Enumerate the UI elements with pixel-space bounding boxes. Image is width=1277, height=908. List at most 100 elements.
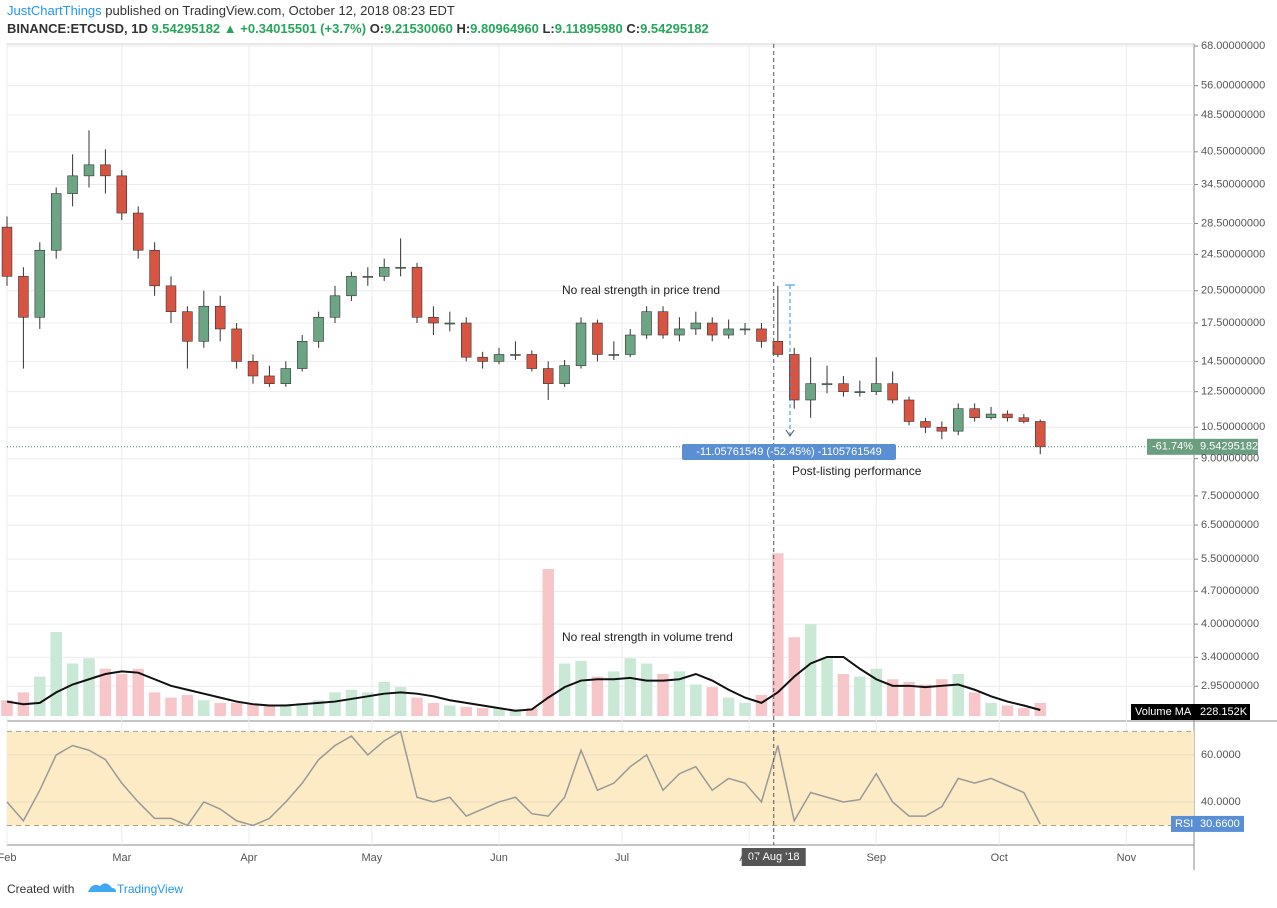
h: 9.80964960 [470,21,539,36]
candle-body [378,266,390,277]
volume-bar [837,674,850,716]
volume-bar [247,704,259,716]
x-tick-label: Sep [866,852,886,864]
volume-bar [476,708,489,716]
candle-body [871,383,882,392]
y-tick-label: 12.50000000 [1201,386,1265,398]
l-label: L: [542,21,554,36]
volume-bar [214,702,226,716]
candle-body [887,383,898,401]
last: 9.54295182 [151,21,220,36]
measure-arrow [785,429,795,437]
candle-body [1,226,13,277]
rsi-tick-label: 60.0000 [1201,749,1241,761]
volume-ma-box [1131,704,1250,720]
candle-body [657,311,669,336]
published: published on TradingView.com, October 12… [105,3,455,18]
candle-body [526,354,538,369]
volume-bar [394,687,407,716]
candle-body [231,328,242,362]
measure-label: -11.05761549 (-52.45%) -1105761549 [696,446,882,458]
volume-bar [722,697,735,716]
volume-bar [919,684,932,716]
y-tick-label: 14.50000000 [1201,355,1265,367]
y-tick-label: 20.50000000 [1201,285,1265,297]
x-tick-label: Apr [240,852,257,864]
measure-box [682,444,896,460]
candle-body [936,426,948,432]
last-price-box [1147,438,1258,455]
volume-bar [608,671,620,716]
candle-body [395,266,406,269]
candle-body [362,276,374,278]
candle-body [690,322,702,330]
volume-bar [903,681,915,716]
volume-bar [378,681,390,716]
y-tick-label: 68.00000000 [1201,40,1265,52]
volume-ma-name: Volume MA [1135,706,1192,718]
candle-body [641,311,652,336]
volume-bar [34,676,46,716]
volume-bar [739,702,751,716]
c-label: C: [626,21,640,36]
c: 9.54295182 [640,21,709,36]
volume-bar [985,702,997,716]
candle-body [346,276,357,297]
y-tick-label: 24.50000000 [1201,248,1265,260]
last-change: -61.74% [1152,441,1193,453]
volume-bar [132,668,144,716]
candle-body [953,408,964,432]
volume-bar [1001,705,1014,716]
y-tick-label: 10.50000000 [1201,421,1265,433]
rsi-band [7,731,1194,826]
footer-created: Created with [7,882,74,896]
candle-body [805,383,816,401]
candle-body [165,285,177,312]
brand-logo [88,883,116,892]
candle-body [34,249,46,318]
candle-body [707,322,718,336]
candle-body [444,322,456,325]
footer-brand[interactable]: TradingView [117,882,183,896]
volume-bar [558,663,571,716]
y-tick-label: 2.95000000 [1201,680,1259,692]
candle-body [313,316,324,342]
crosshair-label: 07 Aug '18 [748,851,800,863]
y-tick-label: 4.70000000 [1201,585,1259,597]
volume-bar [148,692,161,716]
change: +0.34015501 (+3.7%) [240,21,366,36]
y-tick-label: 34.50000000 [1201,178,1265,190]
x-tick-label: Jun [490,852,508,864]
annotation: No real strength in price trend [562,283,720,297]
volume-bar [886,679,899,716]
volume-bar [181,695,194,716]
crosshair-box [741,848,806,866]
volume-bar [1,700,13,716]
candle-body [116,175,128,214]
volume-bar [493,708,505,716]
candle-body [18,276,29,318]
volume-bar [591,676,604,716]
candle-body [723,328,734,336]
rsi-tick-label: 40.0000 [1201,796,1241,808]
volume-bar [870,668,882,716]
y-tick-label: 9.00000000 [1201,453,1259,465]
candle-body [821,383,833,385]
candle-body [510,354,521,356]
candle-body [329,295,341,318]
volume-bar [362,692,374,716]
volume-bar [312,700,325,716]
candle-body [920,421,931,428]
candle-body [543,368,554,384]
last-price: 9.54295182 [1200,441,1258,453]
author[interactable]: JustChartThings [7,3,102,18]
y-tick-label: 3.40000000 [1201,651,1259,663]
x-tick-label: Aug [739,852,759,864]
l: 9.11895980 [555,21,623,36]
volume-bar [427,702,440,716]
candle-body [559,365,570,384]
publish-line: JustChartThings published on TradingView… [7,3,455,18]
x-tick-label: Oct [991,852,1008,864]
candle-body [985,413,997,419]
candle-body [1018,417,1030,422]
